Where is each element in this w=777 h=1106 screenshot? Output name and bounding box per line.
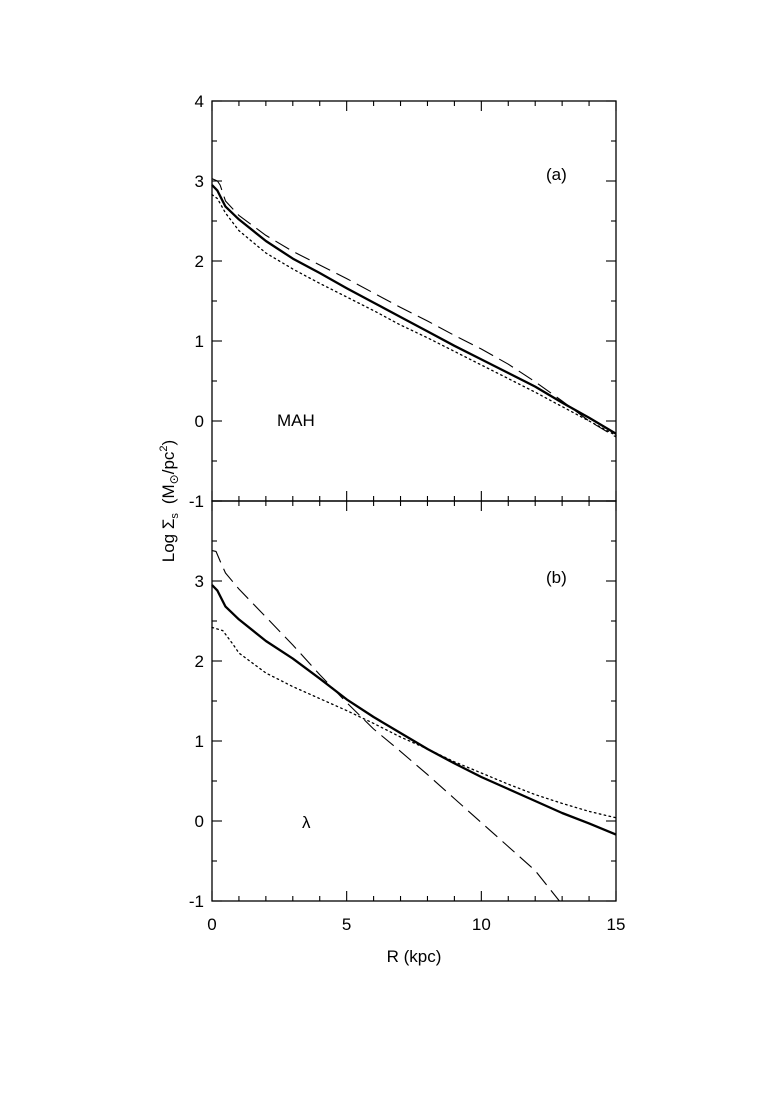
y-tick-label: 1 xyxy=(195,332,204,351)
panel-b-ticks xyxy=(211,500,617,902)
y-tick-label: 2 xyxy=(195,252,204,271)
panel-b-frame xyxy=(211,500,617,902)
y-axis-title-units-close: ) xyxy=(159,440,178,446)
panel-a-tick-labels: -1 0 1 2 3 4 xyxy=(189,92,204,511)
y-axis-title-subscript: s xyxy=(169,513,181,519)
x-tick-label: 0 xyxy=(207,915,216,934)
y-tick-label: 1 xyxy=(195,732,204,751)
series-line-dotted xyxy=(211,193,617,437)
y-axis-title-units-mid: /pc xyxy=(159,451,178,474)
y-tick-label: -1 xyxy=(189,892,204,911)
y-tick-label: 3 xyxy=(195,172,204,191)
y-tick-label: 3 xyxy=(195,572,204,591)
panel-a-frame xyxy=(211,100,617,502)
panel-a-series xyxy=(211,178,617,438)
y-tick-label: 2 xyxy=(195,652,204,671)
panel-a: -1 0 1 2 3 4 (a) MAH xyxy=(189,92,617,511)
x-tick-label: 10 xyxy=(472,915,491,934)
y-axis-title-units-open: (M xyxy=(159,484,178,504)
panel-a-label: (a) xyxy=(546,165,567,184)
x-axis-title: R (kpc) xyxy=(387,947,442,966)
x-tick-label: 15 xyxy=(607,915,626,934)
panel-b-annotation: λ xyxy=(302,813,311,832)
series-line-solid xyxy=(211,584,617,836)
panel-b-series xyxy=(211,550,617,902)
panel-a-ticks xyxy=(211,100,617,502)
y-axis-title: Log Σs (M⊙/pc2) xyxy=(158,440,181,562)
panel-b-label: (b) xyxy=(546,568,567,587)
y-tick-label: -1 xyxy=(189,492,204,511)
series-line-dashed xyxy=(211,178,617,438)
x-tick-label: 5 xyxy=(342,915,351,934)
y-tick-label: 0 xyxy=(195,812,204,831)
y-tick-label: 4 xyxy=(195,92,204,111)
series-line-solid xyxy=(211,184,617,435)
series-line-dashed xyxy=(211,550,560,902)
series-line-dotted xyxy=(211,626,617,819)
y-axis-title-superscript: 2 xyxy=(158,445,170,451)
panel-a-annotation: MAH xyxy=(277,411,315,430)
y-axis-title-prefix: Log Σ xyxy=(159,519,178,563)
y-axis-title-sun-symbol: ⊙ xyxy=(167,474,181,484)
y-tick-label: 0 xyxy=(195,412,204,431)
